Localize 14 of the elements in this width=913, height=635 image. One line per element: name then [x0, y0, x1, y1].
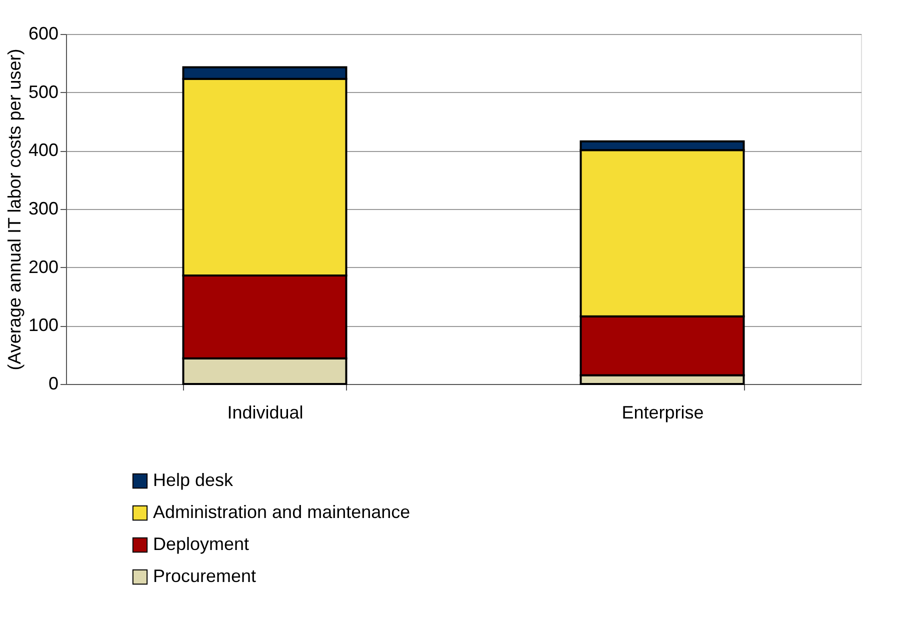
- legend-label: Procurement: [153, 566, 256, 586]
- x-tick-label: Individual: [227, 402, 304, 422]
- y-tick-label: 200: [28, 256, 58, 277]
- y-tick-label: 0: [48, 374, 58, 394]
- y-tick-label: 300: [28, 198, 58, 218]
- y-tick-label: 100: [28, 315, 58, 336]
- y-axis-title: (Average annual IT labor costs per user): [4, 48, 24, 370]
- legend-label: Deployment: [153, 534, 250, 554]
- legend-label: Help desk: [153, 470, 234, 490]
- y-tick-label: 600: [28, 24, 58, 44]
- x-tick-label: Enterprise: [622, 402, 704, 422]
- y-tick-label: 400: [28, 140, 58, 160]
- legend-label: Administration and maintenance: [153, 502, 410, 522]
- y-tick-label: 500: [28, 82, 58, 102]
